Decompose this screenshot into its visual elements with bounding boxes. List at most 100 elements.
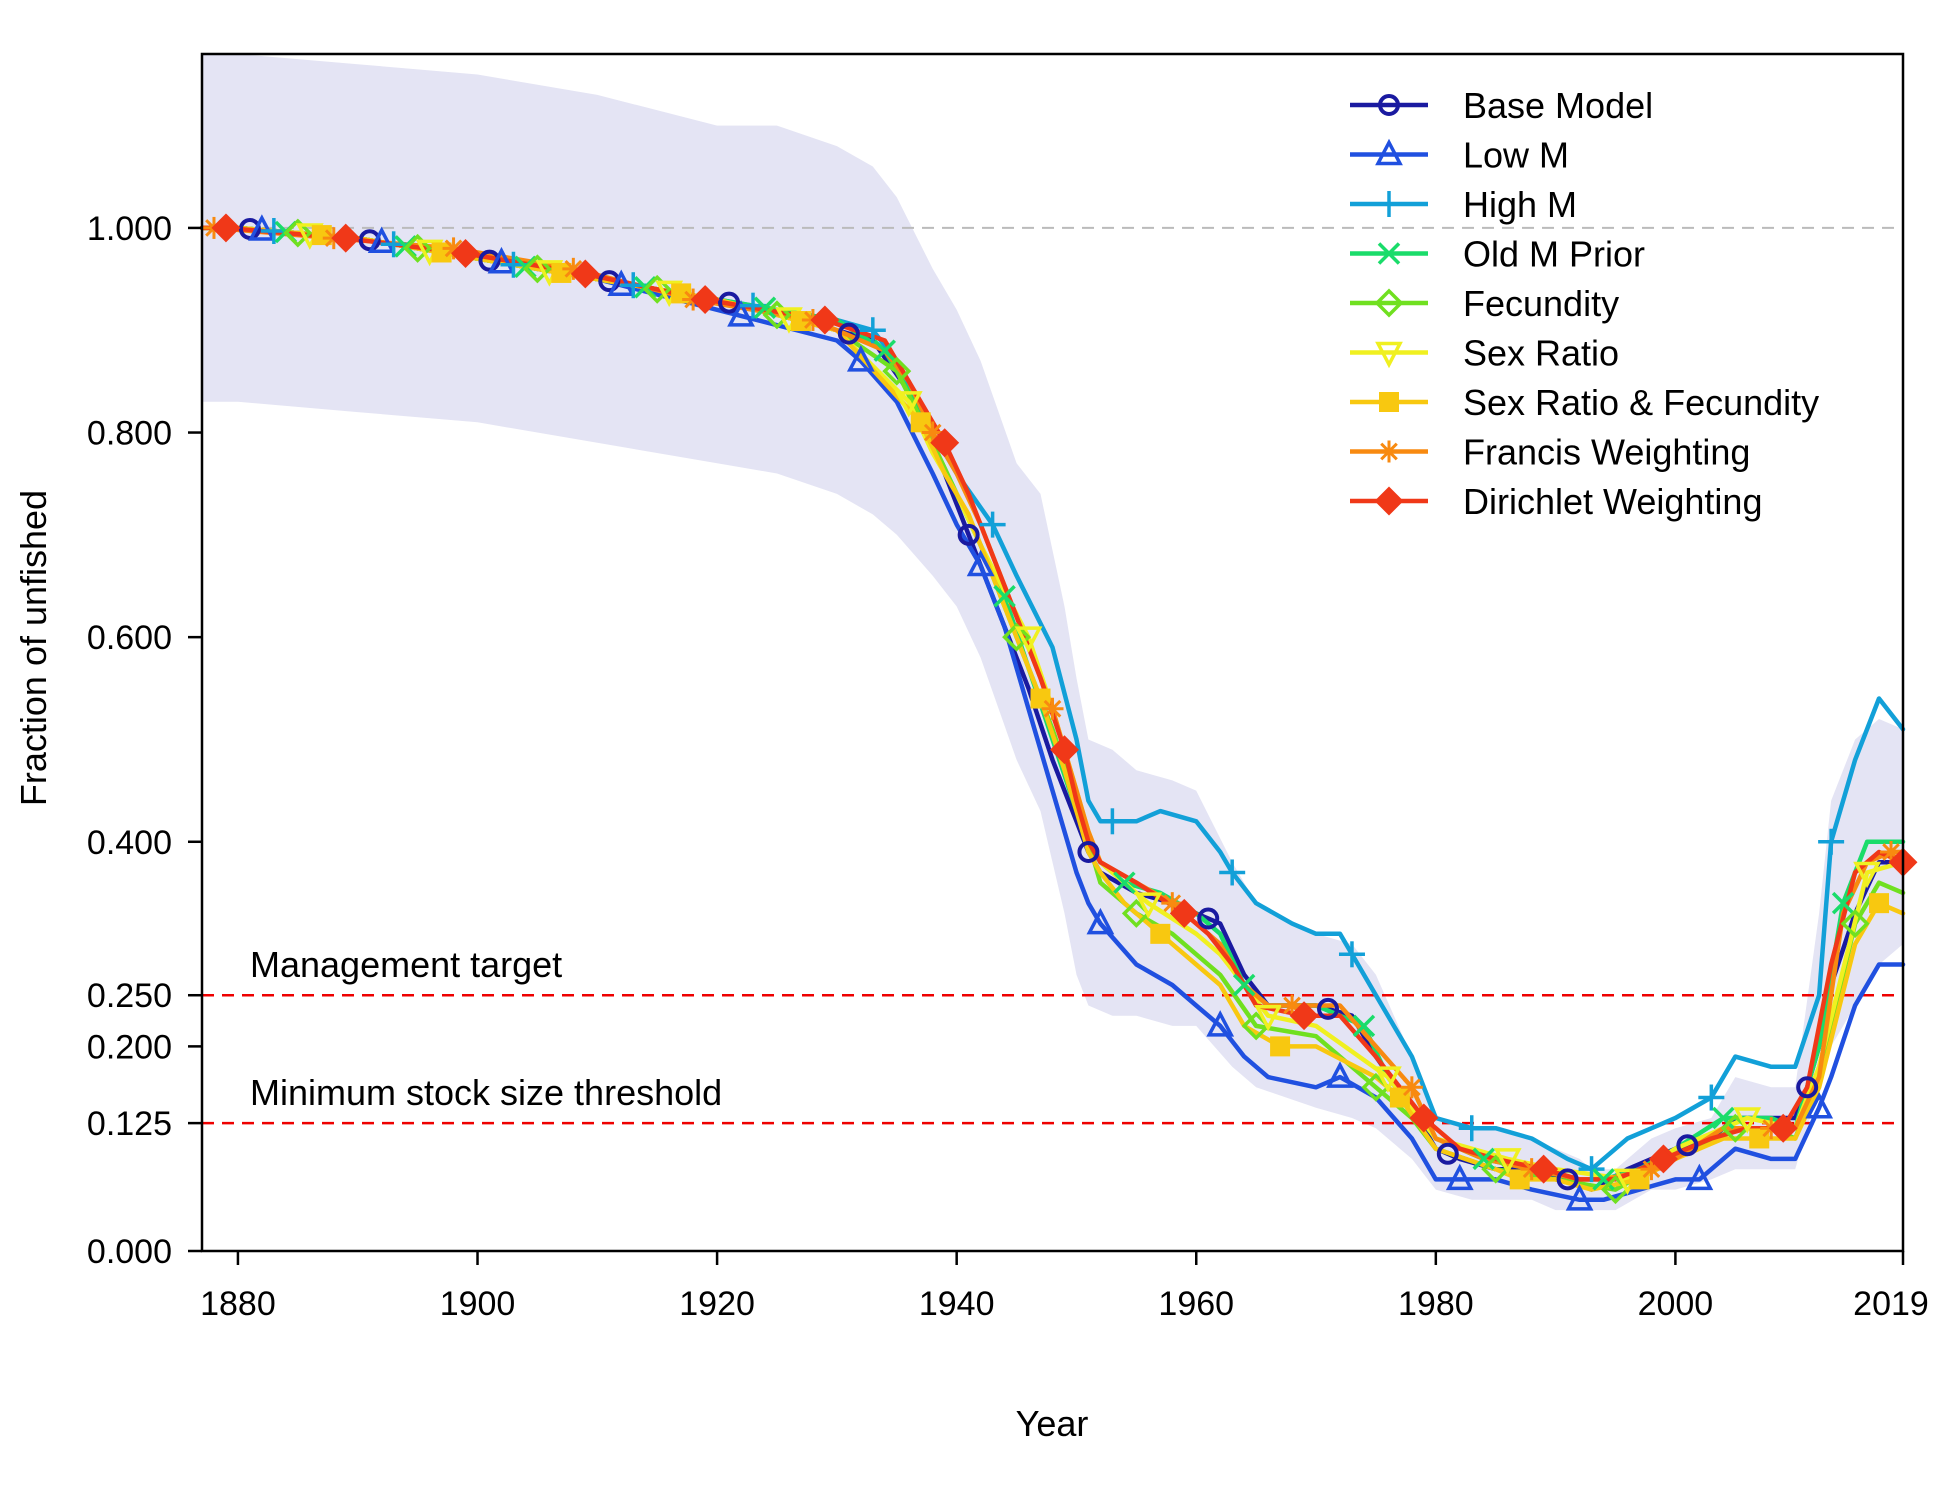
series-point-sex-ratio <box>1733 1107 1762 1134</box>
series-point-dirichlet-weighting <box>1409 1103 1439 1133</box>
series-point-base-model <box>957 523 980 546</box>
series-point-base-model <box>1436 1142 1459 1165</box>
series-point-old-m-prior <box>1352 1014 1376 1038</box>
legend-marker <box>1379 392 1399 412</box>
series-point-old-m-prior <box>1113 871 1136 894</box>
series-point-high-m <box>1099 808 1126 835</box>
axes-layer: 1880 1900 1920 1940 1960 1980 2000 2019 0.000 0.1… <box>87 52 1929 1323</box>
reference-line-label: Minimum stock size threshold <box>250 1072 722 1113</box>
legend-label: Old M Prior <box>1463 234 1645 275</box>
series-point-low-m <box>1685 1163 1714 1191</box>
y-tick-label: 1.000 <box>87 210 172 248</box>
series-point-dirichlet-weighting <box>690 285 720 315</box>
series-point-base-model <box>1556 1168 1579 1191</box>
plot-frame <box>200 52 1905 1253</box>
y-tick-label: 0.200 <box>87 1028 172 1066</box>
series-point-base-model <box>1676 1134 1699 1157</box>
series-point-sex-ratio-fecundity <box>671 283 692 304</box>
legend-label: Sex Ratio & Fecundity <box>1463 382 1819 423</box>
series-point-sex-ratio <box>1493 1148 1522 1175</box>
series-point-fecundity <box>1840 909 1870 939</box>
series-point-base-model <box>358 229 381 252</box>
legend-label: Base Model <box>1463 85 1653 126</box>
series-point-high-m <box>1338 941 1365 968</box>
series-point-old-m-prior <box>1712 1106 1735 1130</box>
series-point-fecundity <box>882 356 912 386</box>
series-point-dirichlet-weighting <box>331 223 361 253</box>
uncertainty-band-layer <box>202 54 1903 1211</box>
series-point-dirichlet-weighting <box>1289 1001 1319 1031</box>
series-markers-layer <box>202 213 1918 1211</box>
series-point-old-m-prior <box>1232 973 1256 997</box>
legend-label: Dirichlet Weighting <box>1463 481 1762 522</box>
series-point-base-model <box>718 291 741 314</box>
series-point-dirichlet-weighting <box>1529 1154 1559 1184</box>
x-tick-label: 2019 <box>1853 1285 1929 1323</box>
series-point-dirichlet-weighting <box>451 239 481 268</box>
legend-item-base-model: Base Model <box>1350 85 1653 126</box>
series-point-sex-ratio <box>1374 1066 1402 1093</box>
series-point-sex-ratio-fecundity <box>1270 1036 1291 1057</box>
series-point-high-m <box>1219 859 1246 886</box>
legend-item-low-m: Low M <box>1350 135 1569 176</box>
legend-marker <box>1375 138 1403 166</box>
series-point-francis-weighting <box>1400 1076 1423 1099</box>
y-tick-label: 0.250 <box>87 977 172 1015</box>
series-point-low-m <box>1805 1091 1834 1119</box>
series-point-low-m <box>1206 1010 1235 1037</box>
series-point-low-m <box>1326 1061 1354 1088</box>
legend-item-sex-ratio: Sex Ratio <box>1350 333 1619 374</box>
series-point-base-model <box>1197 907 1220 930</box>
legend-label: Sex Ratio <box>1463 333 1619 374</box>
legend-label: High M <box>1463 184 1577 225</box>
series-point-sex-ratio-fecundity <box>1869 893 1890 914</box>
x-tick-label: 1920 <box>679 1285 755 1323</box>
series-point-base-model <box>478 249 501 272</box>
legend-item-francis-weighting: Francis Weighting <box>1350 432 1750 473</box>
x-tick-label: 1880 <box>200 1285 276 1323</box>
series-point-old-m-prior <box>753 296 777 319</box>
series-point-high-m <box>859 317 886 344</box>
y-tick-label: 0.600 <box>87 619 172 657</box>
legend: Base Model Low M High M Old M Prior Fecundit… <box>1350 85 1819 522</box>
reference-lines-layer: Management target Minimum stock size thre… <box>202 226 1903 1125</box>
legend-marker <box>1378 440 1400 463</box>
legend-marker <box>1376 191 1402 217</box>
legend-item-sex-ratio-fecundity: Sex Ratio & Fecundity <box>1350 382 1819 423</box>
series-point-base-model <box>1317 997 1340 1020</box>
series-point-low-m <box>966 549 995 577</box>
series-point-high-m <box>1458 1115 1485 1142</box>
series-point-dirichlet-weighting <box>211 213 241 243</box>
legend-label: Fecundity <box>1463 283 1619 324</box>
legend-label: Low M <box>1463 135 1569 176</box>
legend-marker <box>1374 486 1404 516</box>
series-point-dirichlet-weighting <box>930 428 960 458</box>
series-point-fecundity <box>762 300 792 330</box>
series-point-low-m <box>846 345 875 372</box>
series-point-dirichlet-weighting <box>1648 1144 1678 1174</box>
series-point-high-m <box>1578 1156 1605 1183</box>
legend-marker <box>1378 94 1400 116</box>
series-point-fecundity <box>522 254 552 284</box>
y-tick-label: 0.800 <box>87 415 172 453</box>
x-tick-label: 1900 <box>440 1285 516 1323</box>
y-axis-title: Fraction of unfished <box>13 490 54 806</box>
series-point-sex-ratio-fecundity <box>311 225 332 246</box>
legend-marker <box>1375 341 1403 369</box>
series-line-dirichlet-weighting <box>199 225 1906 1182</box>
series-point-high-m <box>1698 1084 1725 1111</box>
series-point-fecundity <box>403 233 433 263</box>
uncertainty-band <box>202 54 1903 1211</box>
x-tick-label: 2000 <box>1638 1285 1714 1323</box>
series-point-base-model <box>1796 1076 1819 1099</box>
series-point-old-m-prior <box>873 339 897 362</box>
series-point-sex-ratio <box>894 391 923 418</box>
series-point-dirichlet-weighting <box>1169 898 1199 928</box>
series-point-low-m <box>487 246 516 274</box>
y-tick-label: 0.400 <box>87 824 172 862</box>
series-point-low-m <box>1086 907 1115 935</box>
series-point-sex-ratio <box>1134 892 1163 919</box>
series-point-old-m-prior <box>1592 1168 1615 1191</box>
series-line-sex-ratio-fecundity <box>199 225 1906 1192</box>
